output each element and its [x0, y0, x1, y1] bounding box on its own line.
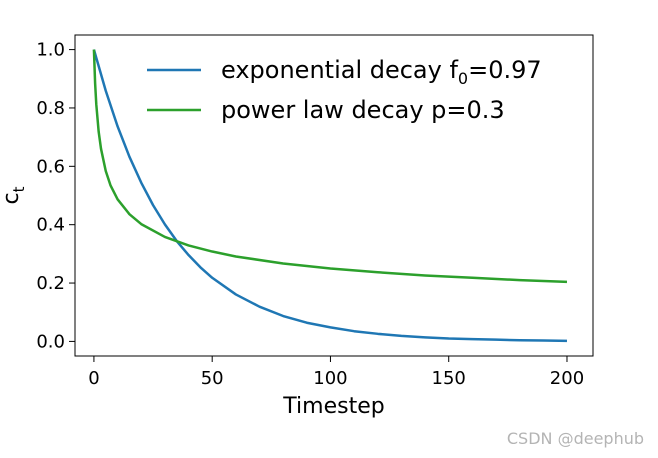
legend-label-0: exponential decay f0=0.97 — [221, 56, 542, 88]
x-tick-label: 150 — [432, 368, 466, 389]
y-axis: 0.0 0.2 0.4 0.6 0.8 1.0 — [36, 40, 75, 352]
y-axis-label-subscript: t — [10, 186, 28, 192]
y-axis-label: ct — [0, 186, 28, 204]
plot-lines — [92, 49, 568, 343]
x-axis: 0 50 100 150 200 — [88, 356, 584, 389]
legend-label-1: power law decay p=0.3 — [221, 96, 505, 124]
legend: exponential decay f0=0.97 power law decay… — [147, 56, 542, 124]
y-tick-label: 0.6 — [36, 156, 65, 177]
x-tick-label: 100 — [313, 368, 347, 389]
watermark: CSDN @deephub — [506, 429, 644, 448]
x-tick-label: 200 — [550, 368, 584, 389]
x-tick-label: 50 — [201, 368, 224, 389]
y-axis-label-main: c — [0, 192, 24, 204]
x-tick-label: 0 — [88, 368, 99, 389]
plot-frame — [74, 34, 594, 357]
y-tick-label: 0.0 — [36, 331, 65, 352]
y-tick-label: 0.4 — [36, 215, 65, 236]
y-tick-label: 1.0 — [36, 40, 65, 61]
svg-text:ct: ct — [0, 186, 28, 204]
x-axis-label: Timestep — [282, 394, 384, 419]
y-tick-label: 0.2 — [36, 273, 65, 294]
y-tick-label: 0.8 — [36, 98, 65, 119]
series-line-1 — [92, 49, 568, 284]
series-line-0 — [92, 49, 567, 343]
